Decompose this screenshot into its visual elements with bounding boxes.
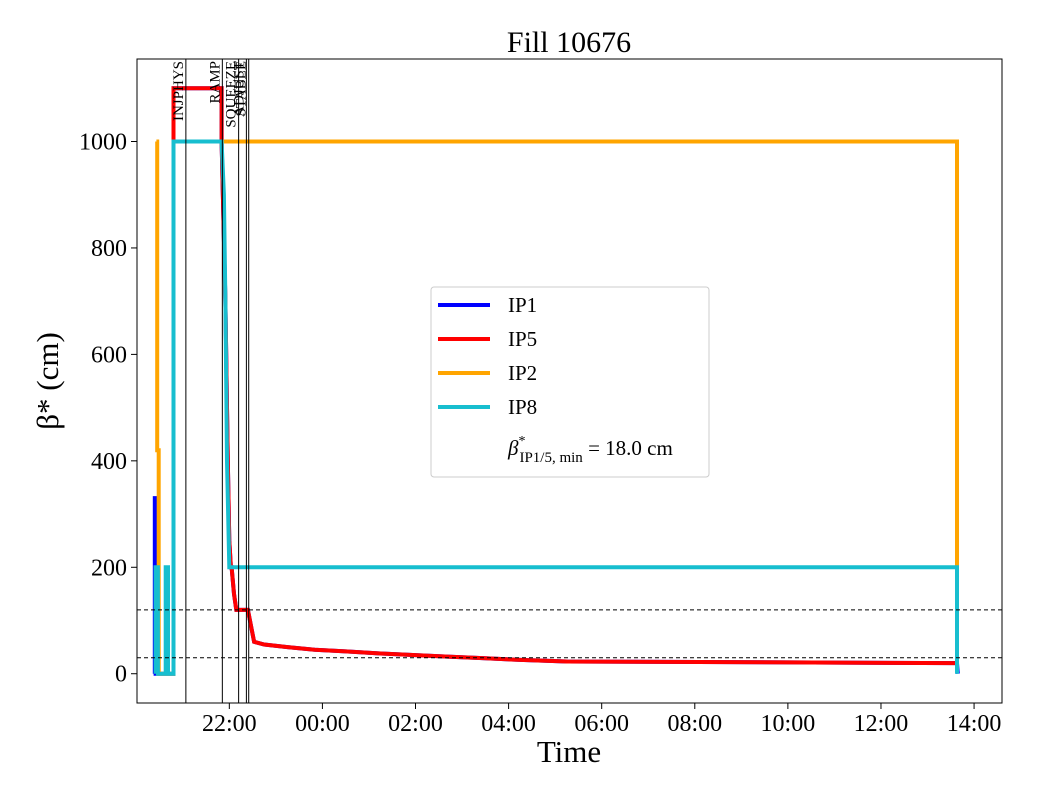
legend-label: IP8 (508, 395, 537, 419)
annotation-sup: * (518, 434, 525, 449)
y-axis-label: β* (cm) (30, 332, 65, 430)
phase-label: RAMP (207, 61, 223, 104)
series-IP8 (153, 139, 959, 676)
phase-label: SQUEEZE (224, 61, 240, 128)
annotation-sub: IP1/5, min (519, 450, 583, 466)
y-axis-ticks: 0 200 400 600 800 1000 (79, 129, 137, 688)
y-tick-label: 1000 (79, 129, 127, 155)
phase-label: STABLE (234, 61, 250, 116)
y-tick-label: 0 (115, 662, 127, 688)
y-tick-label: 600 (91, 342, 127, 368)
phase-label: ADJUST (231, 61, 247, 117)
x-tick-label: 12:00 (854, 711, 909, 737)
y-tick-label: 200 (91, 555, 127, 581)
x-tick-label: 04:00 (481, 711, 536, 737)
annotation-value: = 18.0 cm (583, 436, 673, 460)
plot-frame (136, 58, 1003, 704)
y-tick-label: 800 (91, 236, 127, 262)
chart-title: Fill 10676 (507, 26, 631, 59)
reference-lines (137, 609, 1002, 659)
phase-label: INJPHYS (171, 61, 187, 121)
x-tick-label: 00:00 (295, 711, 350, 737)
annotation-symbol: β (507, 436, 519, 460)
legend-label: IP1 (508, 293, 537, 317)
x-axis-ticks: 20:0022:0000:0002:0004:0006:0008:0010:00… (202, 703, 1002, 737)
legend-annotation: β* IP1/5, min = 18.0 cm (507, 434, 673, 466)
y-tick-label: 400 (91, 449, 127, 475)
legend-frame (430, 286, 710, 478)
x-tick-label: 02:00 (388, 711, 443, 737)
x-tick-label: 08:00 (667, 711, 722, 737)
legend: IP1 IP5 IP2 IP8 β* IP1/5, min = 18.0 cm (430, 286, 710, 478)
x-tick-label: 14:00 (947, 711, 1002, 737)
legend-label: IP5 (508, 327, 537, 351)
x-tick-label: 10:00 (761, 711, 816, 737)
x-tick-label: 22:00 (202, 711, 257, 737)
legend-label: IP2 (508, 361, 537, 385)
x-tick-label: 06:00 (574, 711, 629, 737)
x-axis-label: Time (537, 734, 601, 769)
